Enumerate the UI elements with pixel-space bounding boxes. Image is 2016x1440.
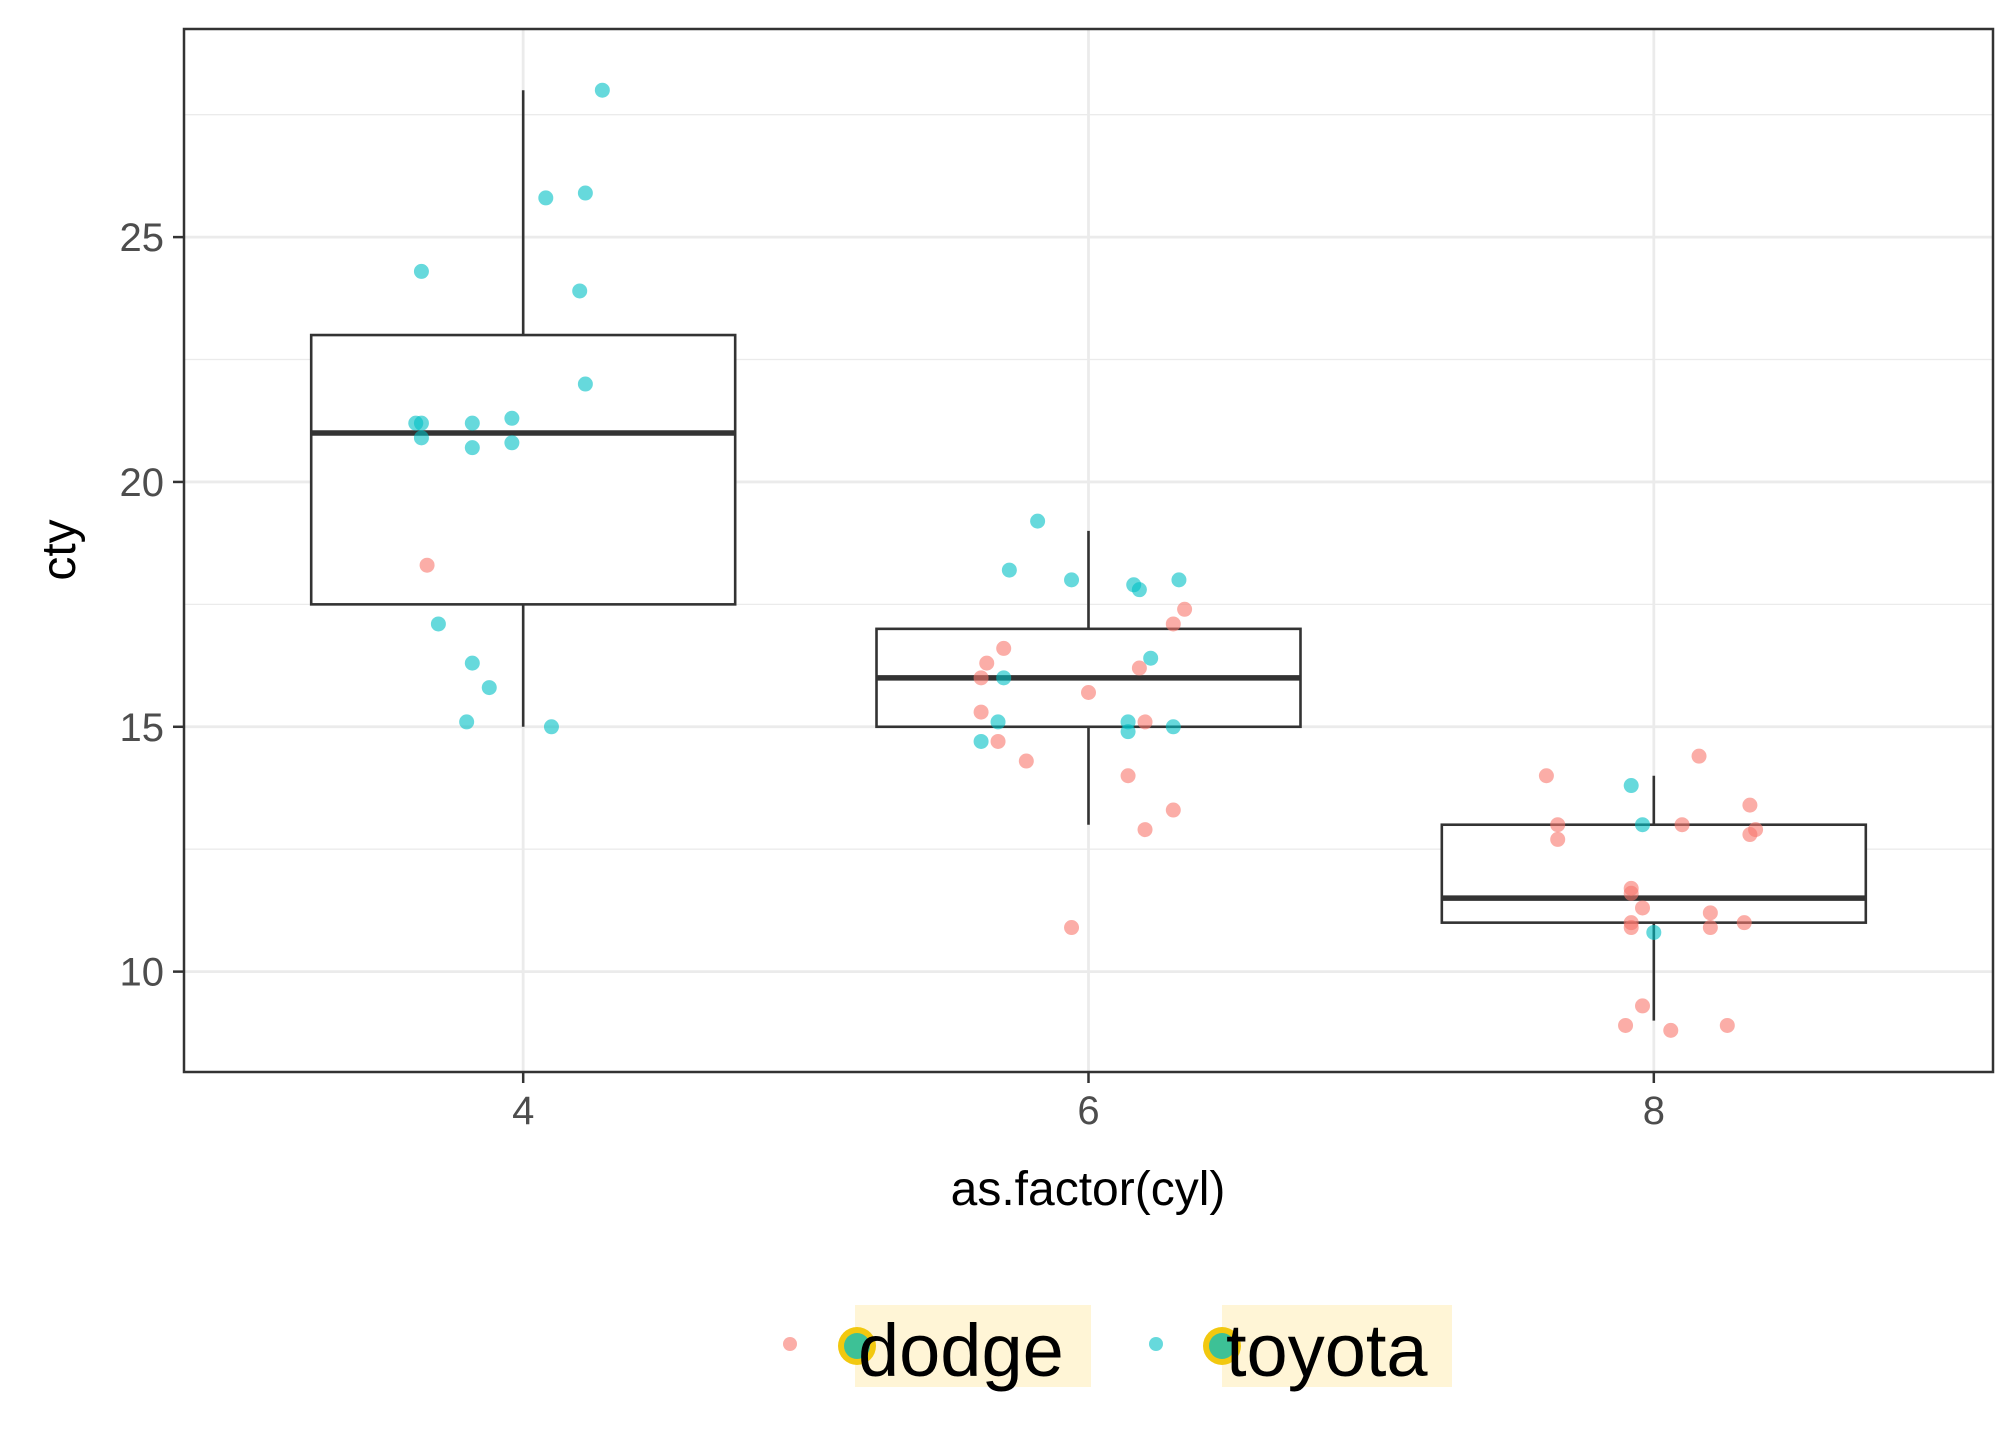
legend-dot-icon (844, 1333, 870, 1359)
data-point-dodge (1623, 885, 1639, 901)
data-point-toyota (464, 655, 480, 671)
data-point-dodge (1702, 905, 1718, 921)
data-point-toyota (990, 714, 1006, 730)
data-point-toyota (996, 670, 1012, 686)
y-tick-label: 20 (120, 461, 165, 505)
data-point-dodge (1635, 998, 1651, 1014)
legend: dodge toyota (783, 1305, 1452, 1392)
data-point-dodge (1550, 831, 1566, 847)
data-point-toyota (413, 430, 429, 446)
legend-label-toyota: toyota (1226, 1309, 1428, 1392)
data-point-toyota (430, 616, 446, 632)
data-point-dodge (973, 670, 989, 686)
legend-highlight-dodge (855, 1305, 1091, 1387)
data-point-toyota (1030, 513, 1046, 529)
x-tick-label: 4 (512, 1089, 534, 1133)
y-tick-label: 15 (120, 706, 165, 750)
data-point-dodge (1702, 920, 1718, 936)
x-tick-label: 6 (1077, 1089, 1099, 1133)
y-axis-title: cty (33, 519, 86, 580)
legend-label-dodge: dodge (858, 1309, 1064, 1392)
data-point-dodge (1137, 714, 1153, 730)
data-point-toyota (1646, 924, 1662, 940)
legend-item-dodge: dodge (783, 1305, 1091, 1392)
data-point-toyota (459, 714, 475, 730)
data-point-dodge (1623, 915, 1639, 931)
data-point-toyota (1635, 817, 1651, 833)
data-point-toyota (1131, 582, 1147, 598)
data-point-dodge (1177, 601, 1193, 617)
data-point-toyota (577, 185, 593, 201)
data-point-dodge (1131, 660, 1147, 676)
data-point-dodge (1635, 900, 1651, 916)
y-tick-label: 10 (120, 951, 165, 995)
data-point-dodge (1081, 685, 1096, 701)
box-iqr (1440, 823, 1868, 924)
data-point-toyota (464, 415, 480, 431)
data-point-dodge (1719, 1017, 1735, 1033)
data-point-dodge (1137, 822, 1153, 838)
data-point-dodge (1742, 827, 1758, 843)
data-point-dodge (990, 733, 1006, 749)
data-point-toyota (543, 719, 559, 735)
data-point-dodge (979, 655, 995, 671)
data-point-dodge (1120, 768, 1136, 784)
data-point-dodge (1550, 817, 1566, 833)
data-point-dodge (973, 704, 989, 720)
data-point-toyota (538, 190, 554, 206)
data-point-dodge (1691, 748, 1707, 764)
legend-key-toyota (1149, 1337, 1163, 1351)
data-point-toyota (1001, 562, 1017, 578)
data-point-toyota (1143, 650, 1159, 666)
legend-highlight-toyota (1222, 1305, 1452, 1387)
data-point-toyota (481, 680, 497, 696)
data-point-toyota (1623, 778, 1639, 794)
data-point-toyota (1120, 724, 1136, 740)
data-point-toyota (973, 733, 989, 749)
data-point-toyota (594, 82, 610, 98)
data-point-toyota (577, 376, 593, 392)
data-point-toyota (464, 440, 480, 456)
box-iqr (309, 333, 737, 606)
data-point-dodge (1018, 753, 1034, 769)
data-point-toyota (1064, 572, 1080, 588)
x-tick-label: 8 (1643, 1089, 1665, 1133)
legend-dot-icon (1209, 1333, 1235, 1359)
legend-item-toyota: toyota (1149, 1305, 1452, 1392)
y-tick-label: 25 (120, 216, 165, 260)
axes: 10 15 20 25 4 6 8 (120, 216, 1665, 1133)
data-point-dodge (996, 640, 1012, 656)
data-point-dodge (1742, 797, 1758, 813)
data-point-toyota (1165, 719, 1181, 735)
data-point-toyota (572, 283, 588, 299)
boxes (309, 90, 1868, 1021)
data-point-dodge (1165, 802, 1181, 818)
data-point-dodge (1736, 915, 1752, 931)
data-point-dodge (1618, 1017, 1634, 1033)
data-points (408, 82, 1764, 1038)
data-point-toyota (504, 435, 520, 451)
legend-key-dodge (783, 1337, 797, 1351)
data-point-toyota (413, 263, 429, 279)
data-point-dodge (1165, 616, 1181, 632)
data-point-toyota (1171, 572, 1187, 588)
data-point-dodge (1663, 1022, 1679, 1038)
x-axis-title: as.factor(cyl) (951, 1163, 1226, 1216)
data-point-toyota (504, 410, 520, 426)
data-point-dodge (1538, 768, 1554, 784)
data-point-dodge (1674, 817, 1690, 833)
data-point-dodge (1064, 920, 1080, 936)
data-point-dodge (419, 557, 435, 573)
data-point-toyota (413, 415, 429, 431)
